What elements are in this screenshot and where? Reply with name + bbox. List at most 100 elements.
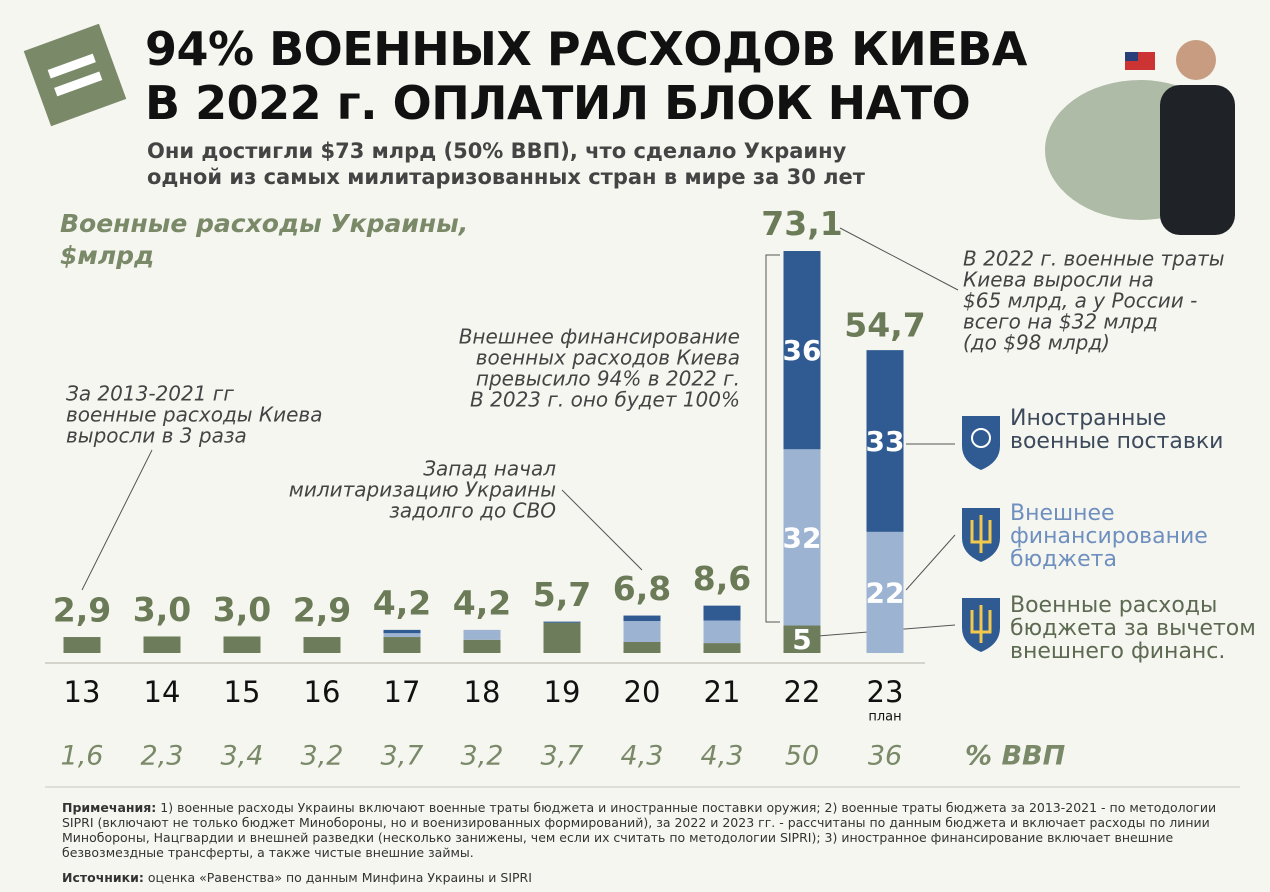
segment-label: 22 — [866, 576, 905, 609]
bar-segment — [783, 449, 821, 626]
total-label: 4,2 — [373, 583, 431, 622]
leader — [905, 534, 956, 591]
bar-segment — [866, 531, 904, 653]
subtitle: Они достигли $73 млрд (50% ВВП), что сде… — [147, 138, 865, 190]
bar-segment — [463, 629, 501, 640]
chart-title-line: $млрд — [60, 241, 155, 270]
notes-text: 1) военные расходы Украины включают воен… — [62, 800, 1217, 860]
nato-star — [971, 428, 991, 448]
annotation-line: Киева выросли на — [963, 268, 1154, 292]
legend-label: Иностранные военные поставки — [1010, 406, 1224, 454]
bar-segment — [623, 641, 661, 653]
total-label: 6,8 — [613, 569, 671, 608]
x-tick-label: 14 — [144, 675, 181, 709]
title-line: 94% ВОЕННЫХ РАСХОДОВ КИЕВА — [145, 22, 1027, 76]
chart-title-line: Военные расходы Украины, — [60, 209, 469, 238]
gdp-share-label: 1,6 — [61, 741, 104, 772]
gdp-share-label: 3,2 — [461, 741, 504, 772]
x-tick-label: 13 — [64, 675, 101, 709]
bracket — [765, 254, 780, 623]
annotation-line: задолго до СВО — [389, 499, 556, 523]
notes-label: Примечания: — [62, 800, 157, 815]
segment-label: 32 — [783, 521, 822, 554]
annotation-line: превысило 94% в 2022 г. — [476, 367, 740, 391]
annotation-line: (до $98 млрд) — [963, 331, 1110, 355]
gdp-share-label: 36 — [868, 741, 902, 772]
x-tick-label: 16 — [304, 675, 341, 709]
title-line: В 2022 г. ОПЛАТИЛ БЛОК НАТО — [145, 76, 971, 130]
logo-bar — [54, 71, 103, 97]
notes: Примечания: 1) военные расходы Украины в… — [62, 800, 1222, 860]
x-tick-label: 21 — [704, 675, 741, 709]
legend-label: Военные расходы бюджета за вычетом внешн… — [1010, 593, 1256, 664]
trident — [970, 515, 992, 553]
illustration — [1045, 40, 1235, 235]
annotation-line: военные расходы Киева — [66, 403, 322, 427]
gdp-share-label: 50 — [785, 741, 819, 772]
bar-segment — [463, 639, 501, 653]
gdp-share-label: 4,3 — [701, 741, 744, 772]
bar-segment — [703, 605, 741, 621]
bar-segment — [703, 620, 741, 644]
logo-bar — [47, 53, 96, 79]
segment-label: 33 — [866, 425, 905, 458]
gdp-share-label: 3,7 — [541, 741, 584, 772]
gdp-share-title: % ВВП — [965, 741, 1066, 772]
title: 94% ВОЕННЫХ РАСХОДОВ КИЕВА В 2022 г. ОПЛ… — [145, 22, 1027, 130]
x-tick-label: 19 — [544, 675, 581, 709]
x-tick-label: 20 — [624, 675, 661, 709]
annotation-line: военных расходов Киева — [476, 346, 740, 370]
legend-label: Внешнее финансирование бюджета — [1010, 501, 1208, 572]
annotation-line: выросли в 3 раза — [66, 424, 247, 448]
bar-segment — [783, 251, 821, 450]
total-label: 3,0 — [133, 590, 191, 629]
gdp-share-label: 2,3 — [141, 741, 184, 772]
segment-label: 5 — [792, 623, 811, 656]
annotation-line: В 2022 г. военные траты — [963, 247, 1225, 271]
total-label: 3,0 — [213, 590, 271, 629]
annotation-line: За 2013-2021 гг — [66, 382, 234, 406]
total-label: 8,6 — [693, 559, 751, 598]
figure-head — [1176, 40, 1216, 80]
bar-segment — [143, 636, 181, 653]
logo-square — [23, 23, 127, 127]
leader — [839, 227, 959, 291]
x-tick-note: план — [868, 710, 901, 725]
bar-segment — [703, 643, 741, 653]
subtitle-line: одной из самых милитаризованных стран в … — [147, 165, 865, 189]
legend-icons — [962, 416, 1000, 652]
chart-title: Военные расходы Украины, $млрд — [60, 208, 468, 272]
leaders — [81, 227, 959, 637]
annotation-line: Внешнее финансирование — [459, 325, 740, 349]
segment-label: 36 — [783, 334, 822, 367]
x-tick-label: 17 — [384, 675, 421, 709]
bar-segment — [543, 622, 581, 653]
sources-label: Источники: — [62, 870, 144, 885]
leader — [81, 449, 153, 591]
total-label: 4,2 — [453, 583, 511, 622]
annotation-line: В 2023 г. оно будет 100% — [470, 388, 740, 412]
logo — [23, 23, 127, 127]
trident — [970, 605, 992, 643]
total-label: 2,9 — [293, 591, 351, 630]
nato-icon — [962, 416, 1000, 470]
sources: Источники: оценка «Равенства» по данным … — [62, 870, 532, 885]
figure — [1160, 85, 1235, 235]
sources-text: оценка «Равенства» по данным Минфина Укр… — [147, 870, 532, 885]
subtitle-line: Они достигли $73 млрд (50% ВВП), что сде… — [147, 139, 847, 163]
total-label: 73,1 — [761, 204, 842, 243]
bar-segment — [783, 625, 821, 653]
x-tick-label: 22 — [784, 675, 821, 709]
flag-canton — [1125, 52, 1138, 61]
annotation-line: Запад начал — [423, 457, 556, 481]
gdp-share-label: 3,2 — [301, 741, 344, 772]
annotation-line: милитаризацию Украины — [289, 478, 556, 502]
bar-segment — [63, 637, 101, 653]
bar-segment — [623, 615, 661, 622]
bar-segment — [383, 637, 421, 653]
x-tick-label: 23 — [867, 675, 904, 709]
total-label: 54,7 — [844, 305, 925, 344]
gdp-share-label: 4,3 — [621, 741, 664, 772]
